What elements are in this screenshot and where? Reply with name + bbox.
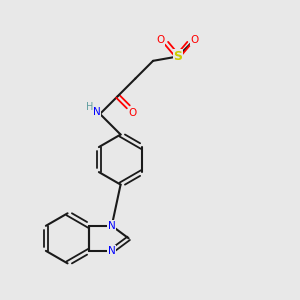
Text: O: O [129,108,137,118]
Text: N: N [93,107,101,118]
Text: O: O [157,35,165,45]
Text: H: H [86,102,93,112]
Text: O: O [191,35,199,45]
Text: N: N [108,246,116,256]
Text: S: S [173,50,182,63]
Text: N: N [108,221,116,231]
